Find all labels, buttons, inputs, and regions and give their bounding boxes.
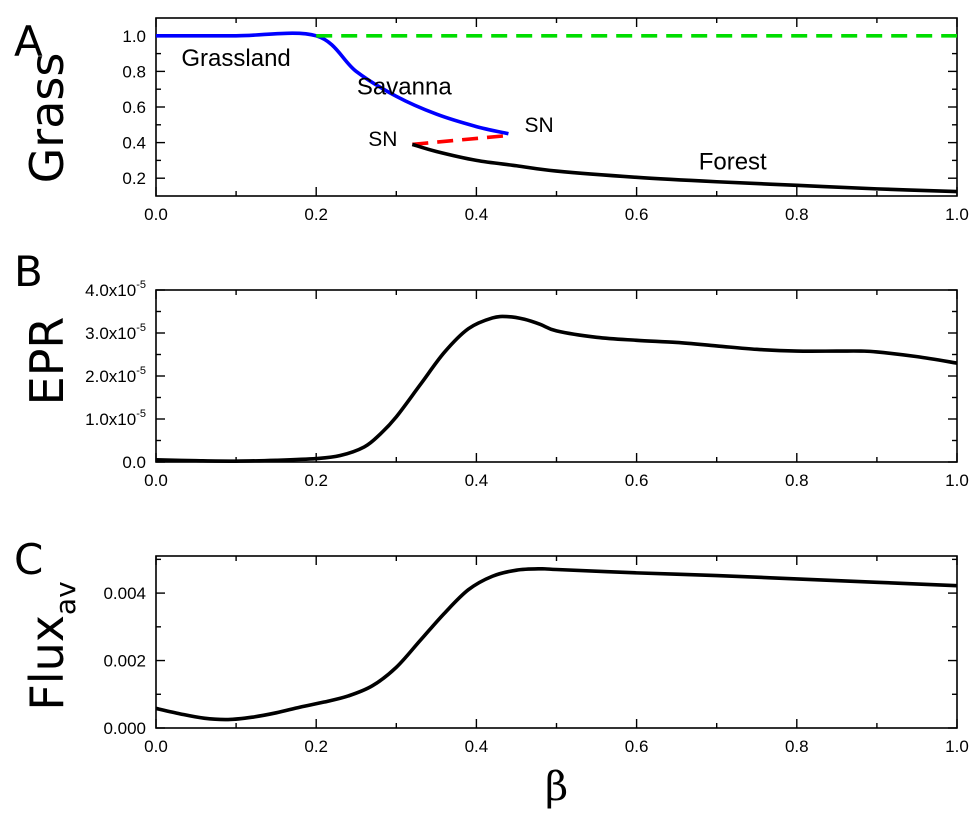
y-tick-label: 0.4 <box>122 134 146 153</box>
y-tick-label: 0.8 <box>122 62 146 81</box>
x-tick-label: 0.2 <box>304 737 328 756</box>
series-line-0 <box>156 31 509 136</box>
y-axis-label: Grass <box>20 53 74 184</box>
y-tick-label: 0.0 <box>122 453 146 472</box>
panel-b: B EPR 0.0 0.2 0.4 0.6 0.8 1.0 0.0 1.0x10-5 2.0x10-… <box>14 247 969 490</box>
y-tick-label: 0.000 <box>103 719 146 738</box>
x-tick-label: 0.6 <box>625 737 649 756</box>
y-tick-label: 1.0 <box>122 27 146 46</box>
y-tick-exponent: -5 <box>136 322 146 334</box>
panel-letter: C <box>14 535 43 584</box>
x-axis-label: β <box>545 764 568 810</box>
panel-letter: B <box>14 247 43 296</box>
x-tick-label: 0.4 <box>465 737 489 756</box>
y-tick-label: 1.0x10-5 <box>85 408 146 429</box>
y-axis-label: EPR <box>20 317 74 406</box>
y-tick-label: 4.0x10-5 <box>85 279 146 300</box>
x-tick-label: 1.0 <box>945 471 969 490</box>
x-tick-label: 0.2 <box>304 471 328 490</box>
x-tick-label: 1.0 <box>945 205 969 224</box>
x-tick-label: 0.4 <box>465 471 489 490</box>
series-line-3 <box>411 142 958 194</box>
x-tick-label: 0.2 <box>304 205 328 224</box>
series-line-2 <box>412 133 509 147</box>
y-tick-exponent: -5 <box>136 279 146 291</box>
series-line-0 <box>155 314 958 463</box>
y-tick-label: 3.0x10-5 <box>85 322 146 343</box>
annotation-label: Forest <box>699 148 767 175</box>
annotation-label: SN <box>368 128 397 151</box>
series-line-0 <box>155 566 958 722</box>
x-tick-label: 0.8 <box>785 737 809 756</box>
x-tick-label: 0.0 <box>144 205 168 224</box>
y-tick-exponent: -5 <box>136 408 146 420</box>
x-tick-label: 1.0 <box>945 737 969 756</box>
x-tick-label: 0.6 <box>625 205 649 224</box>
y-tick-label: 0.2 <box>122 169 146 188</box>
y-tick-label: 0.002 <box>103 652 146 671</box>
annotation-label: Savanna <box>357 74 452 101</box>
y-tick-exponent: -5 <box>136 365 146 377</box>
x-tick-label: 0.0 <box>144 471 168 490</box>
x-tick-label: 0.6 <box>625 471 649 490</box>
panel-letter: A <box>14 17 43 66</box>
x-tick-label: 0.8 <box>785 471 809 490</box>
y-axis-label: Fluxav <box>20 581 82 710</box>
y-axis-label-subscript: av <box>49 581 82 615</box>
annotation-label: Grassland <box>181 45 290 72</box>
annotation-label: SN <box>524 114 553 137</box>
x-tick-label: 0.4 <box>465 205 489 224</box>
y-tick-label: 0.004 <box>103 584 146 603</box>
x-tick-label: 0.8 <box>785 205 809 224</box>
plot-frame <box>155 289 958 463</box>
y-tick-label: 0.6 <box>122 98 146 117</box>
x-tick-label: 0.0 <box>144 737 168 756</box>
y-tick-label: 2.0x10-5 <box>85 365 146 386</box>
